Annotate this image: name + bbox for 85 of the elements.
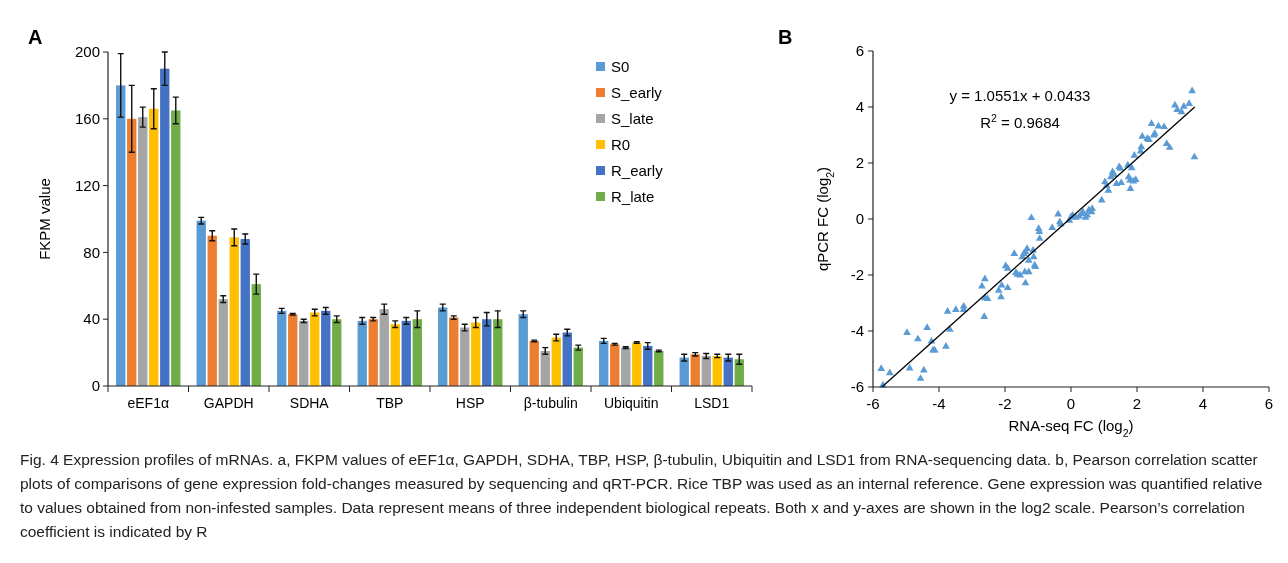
bar — [127, 118, 137, 386]
bar — [138, 117, 148, 386]
bar — [562, 332, 572, 386]
x-tick-label: -6 — [866, 395, 880, 412]
bar — [482, 319, 492, 386]
y-tick-label: -4 — [850, 322, 864, 340]
y-tick-label: 40 — [83, 310, 100, 328]
bar — [251, 284, 261, 386]
bar — [368, 319, 378, 386]
bar — [632, 342, 642, 386]
y-tick-label: 80 — [83, 243, 100, 261]
bar — [551, 337, 561, 386]
y-tick-label: 0 — [91, 377, 100, 395]
bar — [229, 237, 239, 386]
bar — [149, 108, 159, 386]
y-tick-label: 2 — [855, 154, 864, 172]
bar — [518, 314, 528, 386]
bar — [277, 310, 287, 386]
y-tick-label: 120 — [74, 176, 100, 194]
x-axis-title: RNA-seq FC (log$_{2}$) — [1008, 417, 1134, 439]
legend-label: R0 — [611, 136, 631, 154]
x-tick-label: 4 — [1198, 395, 1208, 412]
x-tick-label: Ubiquitin — [604, 395, 659, 411]
y-tick-label: -6 — [850, 378, 864, 396]
bar — [321, 310, 331, 386]
annotation: y = 1.0551x + 0.0433 — [949, 87, 1091, 104]
x-tick-label: GAPDH — [203, 395, 254, 411]
x-tick-label: TBP — [376, 395, 404, 411]
bar — [218, 299, 228, 386]
legend-label: S_late — [611, 110, 654, 128]
bar — [288, 314, 298, 386]
caption: Fig. 4 Expression profiles of mRNAs. a, FKPM values of eEF1α, GAPDH, SDHA, TBP, HSP, β-tubulin, Ubiquitin and LSD1 from RNA-sequencing data. b, Pearson correlation scatter plots of comparisons of gene expression fold-changes measured by sequencing and qRT-PCR. Rice TBP was used as an internal reference. Gene expression was quantified relative to values obtained from non-infested samples. Data represent means of three independent biological repeats. Both x and y-axes are shown in the log2 scale. Pearson’s correlation coefficient is indicated by R — [20, 450, 1264, 542]
bar — [712, 355, 722, 386]
y-tick-label: 200 — [74, 43, 100, 61]
legend-label: S_early — [611, 84, 663, 102]
bar — [690, 354, 700, 386]
bar — [701, 355, 711, 386]
x-tick-label: -2 — [998, 395, 1012, 412]
bar — [438, 307, 448, 386]
bar — [116, 85, 126, 386]
y-tick-label: 6 — [855, 42, 864, 60]
y-tick-label: 160 — [74, 110, 100, 128]
y-tick-label: 4 — [855, 98, 864, 116]
bar — [529, 340, 539, 386]
bar — [654, 350, 664, 386]
x-tick-label: 0 — [1066, 395, 1076, 412]
bar — [460, 327, 470, 386]
bar — [299, 320, 309, 386]
x-tick-label: eEF1α — [127, 395, 170, 411]
legend-label: R_late — [611, 188, 655, 206]
bar — [207, 235, 217, 386]
y-tick-label: -2 — [850, 266, 864, 284]
y-axis-title: FKPM value — [36, 178, 53, 260]
bar — [196, 220, 206, 386]
bar — [540, 350, 550, 386]
bar — [610, 344, 620, 386]
bar — [621, 347, 631, 386]
x-tick-label: SDHA — [289, 395, 330, 411]
chart-title: B — [778, 26, 793, 48]
bar — [599, 340, 609, 386]
bar — [379, 309, 389, 386]
bar — [401, 320, 411, 386]
bar — [310, 312, 320, 386]
x-tick-label: β-tubulin — [523, 395, 578, 411]
y-tick-label: 0 — [855, 210, 864, 228]
bar — [240, 239, 250, 386]
legend-label: S0 — [611, 58, 630, 76]
x-tick-label: HSP — [455, 395, 485, 411]
bar — [493, 319, 503, 386]
x-tick-label: LSD1 — [694, 395, 730, 411]
bar — [390, 324, 400, 386]
chart-title: A — [28, 26, 43, 48]
bar — [412, 319, 422, 386]
legend-label: R_early — [611, 162, 664, 180]
x-tick-label: -4 — [932, 395, 946, 412]
x-tick-label: 6 — [1264, 395, 1274, 412]
annotation: R$^{2}$ = 0.9684 — [980, 112, 1060, 131]
bar — [357, 320, 367, 386]
bar — [332, 319, 342, 386]
bar — [449, 317, 459, 386]
bar — [471, 322, 481, 386]
bar — [160, 68, 170, 386]
x-tick-label: 2 — [1132, 395, 1142, 412]
bar — [171, 110, 181, 386]
bar — [643, 345, 653, 386]
